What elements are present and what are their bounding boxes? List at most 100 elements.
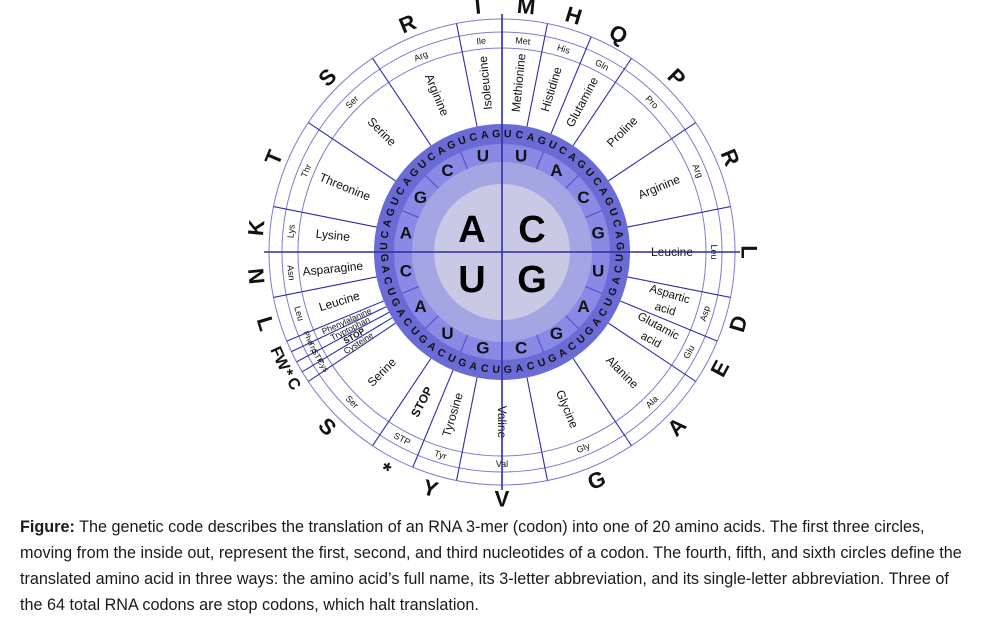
amino-sector-divider (526, 377, 548, 481)
second-base-0: U (515, 146, 527, 165)
third-base-15: G (614, 242, 626, 251)
third-base-52: U (388, 196, 402, 208)
amino-abbr-2: His (556, 42, 572, 55)
amino-letter-6: L (737, 245, 762, 258)
amino-abbr-10: Gly (575, 440, 592, 455)
amino-letter-13: * (376, 457, 396, 483)
third-base-33: C (480, 362, 490, 375)
amino-letter-24: R (395, 9, 419, 38)
third-base-30: A (515, 362, 525, 375)
amino-sector-divider (620, 300, 718, 342)
amino-sector-divider (627, 206, 731, 228)
third-base-32: U (492, 364, 500, 376)
amino-letter-19: L (252, 314, 280, 334)
amino-letter-12: Y (420, 474, 442, 502)
amino-abbr-22: Thr (299, 163, 313, 179)
third-base-29: C (526, 360, 537, 374)
amino-letter-7: D (724, 312, 753, 334)
third-base-0: U (504, 128, 512, 140)
amino-abbr-1: Met (515, 35, 531, 46)
second-base-5: A (577, 297, 589, 316)
second-base-10: A (414, 297, 426, 316)
third-base-63: G (492, 128, 501, 140)
amino-letter-10: G (584, 465, 609, 495)
second-base-divider (565, 315, 579, 329)
second-base-divider (401, 285, 420, 294)
amino-sector-divider (273, 206, 377, 228)
second-base-2: C (577, 188, 589, 207)
amino-sector-divider (372, 358, 432, 447)
third-base-45: C (381, 276, 395, 287)
third-base-14: A (612, 230, 625, 240)
third-base-62: A (480, 129, 490, 142)
amino-sector-divider (550, 36, 592, 134)
third-base-50: A (381, 218, 395, 229)
third-base-2: A (526, 131, 537, 145)
third-base-61: C (468, 131, 479, 145)
amino-letter-0: I (474, 0, 483, 19)
second-base-11: C (400, 262, 412, 281)
amino-abbr-12: Tyr (433, 448, 448, 461)
caption-label: Figure: (20, 518, 75, 536)
amino-abbr-21: Lys (285, 223, 296, 238)
amino-abbr-20: Asn (285, 265, 296, 281)
figure-caption: Figure: The genetic code describes the t… (20, 514, 975, 618)
amino-letter-22: T (260, 146, 288, 169)
second-base-15: U (477, 146, 489, 165)
amino-abbr-5: Arg (691, 162, 706, 179)
codon-wheel: IsoleucineIleIMethionineMetMHistidineHis… (243, 0, 762, 512)
amino-name-20: Asparagine (302, 259, 364, 279)
amino-name-21: Lysine (315, 227, 351, 244)
amino-sector-divider (572, 358, 632, 447)
second-base-3: G (591, 223, 604, 242)
second-base-6: G (550, 324, 563, 343)
amino-letter-5: R (716, 145, 745, 169)
amino-sector-divider (627, 276, 731, 298)
amino-letter-20: N (243, 267, 269, 285)
third-base-35: G (456, 356, 468, 370)
third-base-19: G (606, 286, 620, 298)
third-base-1: C (515, 129, 525, 142)
third-base-13: C (610, 218, 624, 229)
second-base-7: C (515, 339, 527, 358)
amino-sector-divider (273, 276, 377, 298)
third-base-46: A (379, 265, 392, 275)
third-base-28: U (536, 356, 547, 370)
first-base-G: G (517, 259, 547, 301)
caption-text: The genetic code describes the translati… (20, 518, 962, 614)
second-base-4: U (592, 262, 604, 281)
amino-letter-8: E (705, 356, 734, 381)
amino-sector-divider (286, 300, 384, 342)
second-base-divider (460, 151, 469, 170)
amino-sector-divider (412, 370, 454, 468)
second-base-14: C (441, 161, 453, 180)
amino-sector-divider (608, 122, 697, 182)
second-base-8: G (476, 339, 489, 358)
second-base-13: G (414, 188, 427, 207)
first-base-C: C (518, 209, 545, 251)
third-base-60: U (457, 134, 468, 148)
amino-sector-divider (296, 311, 390, 363)
second-base-divider (535, 334, 544, 353)
amino-sector-divider (307, 322, 396, 382)
amino-sector-divider (291, 306, 387, 353)
amino-name-0: Isoleucine (476, 55, 495, 110)
third-base-44: U (384, 286, 398, 297)
third-base-51: G (384, 206, 398, 218)
third-base-36: U (446, 352, 458, 366)
amino-sector-divider (608, 322, 697, 382)
third-base-17: C (612, 264, 625, 274)
third-base-18: A (610, 275, 624, 286)
amino-sector-divider (307, 122, 396, 182)
second-base-divider (584, 210, 603, 219)
amino-sector-divider (372, 57, 432, 146)
amino-letter-2: H (562, 1, 584, 30)
third-base-20: U (602, 296, 616, 308)
amino-sector-divider (526, 23, 548, 127)
second-base-divider (565, 175, 579, 189)
second-base-divider (425, 175, 439, 189)
third-base-34: A (468, 360, 479, 374)
first-base-U: U (458, 259, 485, 301)
amino-name-7-b: acid (653, 301, 677, 319)
amino-letter-21: K (243, 219, 269, 237)
